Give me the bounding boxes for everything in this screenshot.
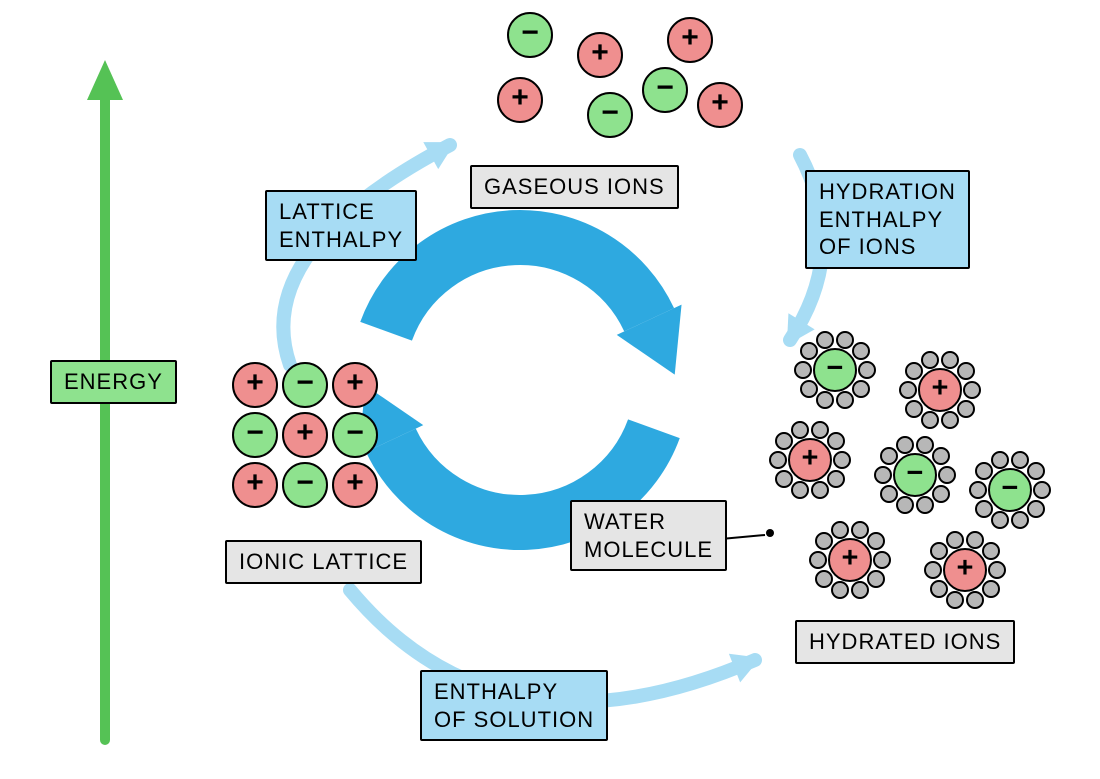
water-molecule-icon	[827, 470, 845, 488]
cation-icon: +	[232, 462, 278, 508]
cation-icon: +	[577, 32, 623, 78]
water-molecule-icon	[975, 500, 993, 518]
water-molecule-icon	[921, 351, 939, 369]
water-molecule-icon	[899, 381, 917, 399]
anion-icon: −	[282, 462, 328, 508]
anion-icon: −	[507, 12, 553, 58]
anion-icon: −	[813, 348, 857, 392]
water-molecule-icon	[836, 331, 854, 349]
cation-icon: +	[828, 538, 872, 582]
anion-icon: −	[988, 468, 1032, 512]
water-molecule-icon	[932, 447, 950, 465]
water-molecule-icon	[800, 380, 818, 398]
water-molecule-icon	[794, 361, 812, 379]
water-molecule-icon	[880, 485, 898, 503]
cation-icon: +	[232, 362, 278, 408]
water-molecule-icon	[938, 466, 956, 484]
cation-icon: +	[282, 412, 328, 458]
water-molecule-icon	[816, 331, 834, 349]
water-molecule-icon	[963, 381, 981, 399]
water-molecule-icon	[957, 362, 975, 380]
anion-icon: −	[893, 453, 937, 497]
water-molecule-icon	[852, 380, 870, 398]
cation-icon: +	[332, 462, 378, 508]
water-molecule-icon	[769, 451, 787, 469]
anion-icon: −	[587, 92, 633, 138]
water-molecule-icon	[946, 531, 964, 549]
water-molecule-icon	[924, 561, 942, 579]
cycle-arrow	[386, 237, 649, 331]
water-molecule-icon	[815, 570, 833, 588]
water-molecule-icon	[775, 470, 793, 488]
water-molecule-icon	[852, 342, 870, 360]
lattice-enthalpy-label: LATTICE ENTHALPY	[265, 190, 417, 261]
cation-icon: +	[697, 82, 743, 128]
water-molecule-icon	[982, 542, 1000, 560]
water-molecule-icon	[809, 551, 827, 569]
water-molecule-icon	[941, 351, 959, 369]
anion-icon: −	[332, 412, 378, 458]
water-molecule-icon	[966, 531, 984, 549]
water-molecule-icon	[916, 436, 934, 454]
hydration-enthalpy-label: HYDRATION ENTHALPY OF IONS	[805, 170, 970, 269]
water-molecule-icon	[867, 532, 885, 550]
energy-axis-arrow-head	[87, 60, 123, 100]
water-molecule-icon	[1011, 451, 1029, 469]
water-molecule-icon	[827, 432, 845, 450]
cation-icon: +	[332, 362, 378, 408]
water-molecule-icon	[1027, 462, 1045, 480]
energy-label: ENERGY	[50, 360, 177, 404]
water-molecule-icon	[874, 466, 892, 484]
water-molecule-icon	[1033, 481, 1051, 499]
water-molecule-icon	[957, 400, 975, 418]
water-molecule-icon	[988, 561, 1006, 579]
water-molecule-icon	[858, 361, 876, 379]
anion-icon: −	[232, 412, 278, 458]
water-molecule-icon	[982, 580, 1000, 598]
water-molecule-icon	[905, 400, 923, 418]
water-molecule-icon	[851, 521, 869, 539]
water-molecule-label: WATER MOLECULE	[570, 500, 727, 571]
water-molecule-icon	[791, 421, 809, 439]
water-molecule-icon	[811, 421, 829, 439]
water-molecule-icon	[1027, 500, 1045, 518]
water-molecule-icon	[896, 436, 914, 454]
cation-icon: +	[667, 17, 713, 63]
anion-icon: −	[642, 67, 688, 113]
water-molecule-icon	[991, 451, 1009, 469]
hydrated-ions-label: HYDRATED IONS	[795, 620, 1015, 664]
water-molecule-icon	[969, 481, 987, 499]
water-molecule-icon	[867, 570, 885, 588]
water-molecule-icon	[930, 580, 948, 598]
water-molecule-icon	[873, 551, 891, 569]
cation-icon: +	[788, 438, 832, 482]
water-molecule-leader-dot	[766, 529, 774, 537]
gaseous-ions-label: GASEOUS IONS	[470, 165, 679, 209]
water-molecule-icon	[833, 451, 851, 469]
cation-icon: +	[918, 368, 962, 412]
anion-icon: −	[282, 362, 328, 408]
ionic-lattice-label: IONIC LATTICE	[225, 540, 422, 584]
water-molecule-icon	[932, 485, 950, 503]
enthalpy-solution-label: ENTHALPY OF SOLUTION	[420, 670, 608, 741]
cation-icon: +	[497, 77, 543, 123]
cation-icon: +	[943, 548, 987, 592]
water-molecule-icon	[831, 521, 849, 539]
